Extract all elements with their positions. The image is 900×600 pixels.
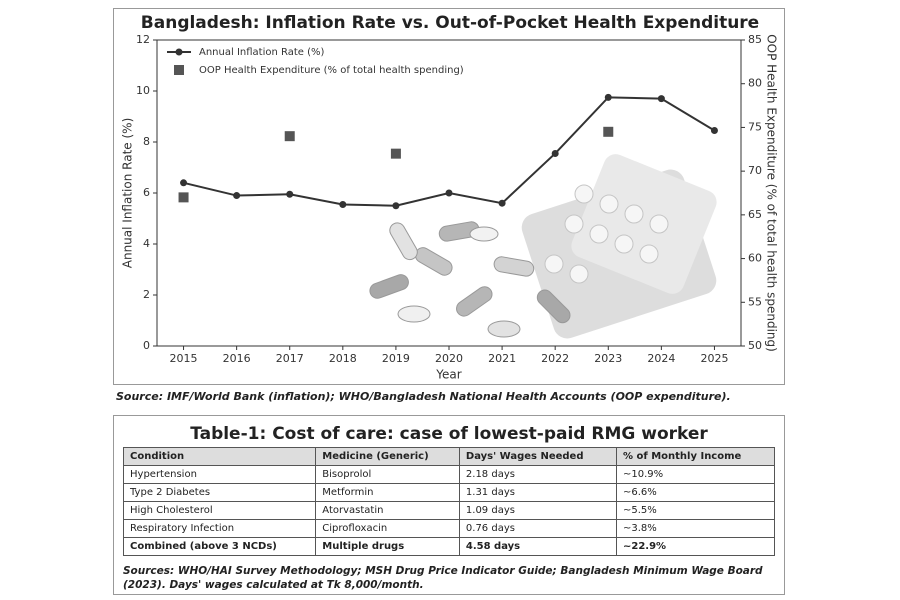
table-cell: Multiple drugs: [315, 537, 460, 556]
point-marker: [604, 93, 612, 101]
y2-tick-label: 70: [748, 164, 762, 177]
table-cell: Type 2 Diabetes: [122, 483, 317, 502]
square-marker: [390, 148, 401, 159]
y-tick-label: 12: [136, 33, 150, 46]
y-tick-label: 0: [143, 339, 150, 352]
point-marker: [710, 127, 718, 135]
y2-axis-label: OOP Health Expenditure (% of total healt…: [765, 34, 779, 352]
legend-label: OOP Health Expenditure (% of total healt…: [199, 65, 464, 76]
square-marker: [178, 192, 189, 203]
x-tick-label: 2023: [594, 352, 622, 365]
table-footnote: Sources: WHO/HAI Survey Methodology; MSH…: [123, 565, 763, 591]
column-header: Medicine (Generic): [315, 447, 460, 466]
legend-swatch: [175, 48, 183, 56]
point-marker: [498, 199, 506, 207]
table-row: Respiratory Infection Ciprofloxacin 0.76 d…: [122, 519, 775, 538]
table-cell: ~10.9%: [616, 465, 775, 484]
table-title: Table-1: Cost of care: case of lowest-pa…: [190, 424, 708, 444]
y-tick-label: 8: [143, 135, 150, 148]
table-cell: Atorvastatin: [315, 501, 460, 520]
x-tick-label: 2019: [382, 352, 410, 365]
table-cell: 2.18 days: [458, 465, 618, 484]
y-tick-label: 6: [143, 186, 150, 199]
table-row: Hypertension Bisoprolol 2.18 days ~10.9%: [122, 465, 775, 484]
y2-tick-label: 75: [748, 120, 762, 133]
table-cell: High Cholesterol: [122, 501, 317, 520]
table-cell: 0.76 days: [458, 519, 618, 538]
x-tick-label: 2025: [700, 352, 728, 365]
table-cell: 1.31 days: [458, 483, 618, 502]
y2-tick-label: 85: [748, 33, 762, 46]
table-cell: 4.58 days: [458, 537, 618, 556]
column-header: Days' Wages Needed: [458, 447, 618, 466]
point-marker: [657, 95, 665, 103]
x-tick-label: 2020: [435, 352, 463, 365]
column-header: % of Monthly Income: [616, 447, 775, 466]
cost-table: Condition Medicine (Generic) Days' Wages N…: [122, 447, 775, 556]
point-marker: [180, 179, 188, 187]
header-row: Condition Medicine (Generic) Days' Wages N…: [122, 447, 775, 466]
point-marker: [551, 149, 559, 157]
table-row: Type 2 Diabetes Metformin 1.31 days ~6.6%: [122, 483, 775, 502]
table-cell: 1.09 days: [458, 501, 618, 520]
point-marker: [286, 190, 294, 198]
x-tick-label: 2021: [488, 352, 516, 365]
table-cell: ~22.9%: [616, 537, 775, 556]
x-tick-label: 2022: [541, 352, 569, 365]
y-tick-label: 10: [136, 84, 150, 97]
table-row: Combined (above 3 NCDs) Multiple drugs 4.5…: [122, 537, 775, 556]
y-tick-label: 2: [143, 288, 150, 301]
y2-tick-label: 60: [748, 252, 762, 265]
table-cell: Bisoprolol: [315, 465, 460, 484]
table-cell: Hypertension: [122, 465, 317, 484]
x-tick-label: 2015: [170, 352, 198, 365]
column-header: Condition: [122, 447, 317, 466]
y2-tick-label: 55: [748, 295, 762, 308]
square-marker: [284, 131, 295, 142]
y-tick-label: 4: [143, 237, 150, 250]
y2-tick-label: 80: [748, 77, 762, 90]
point-marker: [445, 189, 453, 197]
square-marker: [603, 126, 614, 137]
legend-swatch: [174, 65, 184, 75]
table-frame: Table-1: Cost of care: case of lowest-pa…: [113, 415, 785, 595]
legend-label: Annual Inflation Rate (%): [199, 47, 324, 58]
table-cell: Combined (above 3 NCDs): [122, 537, 317, 556]
table-cell: Metformin: [315, 483, 460, 502]
table-cell: ~6.6%: [616, 483, 775, 502]
point-marker: [339, 200, 347, 208]
pill-illustration: [369, 154, 717, 339]
table-cell: Ciprofloxacin: [315, 519, 460, 538]
y2-tick-label: 50: [748, 339, 762, 352]
y-axis-label: Annual Inflation Rate (%): [121, 118, 135, 268]
table-cell: Respiratory Infection: [122, 519, 317, 538]
table-cell: ~3.8%: [616, 519, 775, 538]
x-axis-label: Year: [435, 368, 461, 382]
table-body: Hypertension Bisoprolol 2.18 days ~10.9% Typ…: [122, 465, 775, 556]
chart: Bangladesh: Inflation Rate vs. Out-of-Po…: [121, 13, 779, 382]
chart-title: Bangladesh: Inflation Rate vs. Out-of-Po…: [141, 13, 759, 33]
point-marker: [392, 202, 400, 210]
table-cell: ~5.5%: [616, 501, 775, 520]
x-tick-label: 2024: [647, 352, 675, 365]
chart-frame: Bangladesh: Inflation Rate vs. Out-of-Po…: [113, 8, 785, 385]
x-tick-label: 2017: [276, 352, 304, 365]
x-tick-label: 2016: [223, 352, 251, 365]
point-marker: [233, 192, 241, 200]
x-tick-label: 2018: [329, 352, 357, 365]
y2-tick-label: 65: [748, 208, 762, 221]
table-row: High Cholesterol Atorvastatin 1.09 days ~5.…: [122, 501, 775, 520]
chart-source: Source: IMF/World Bank (inflation); WHO/…: [116, 390, 731, 403]
